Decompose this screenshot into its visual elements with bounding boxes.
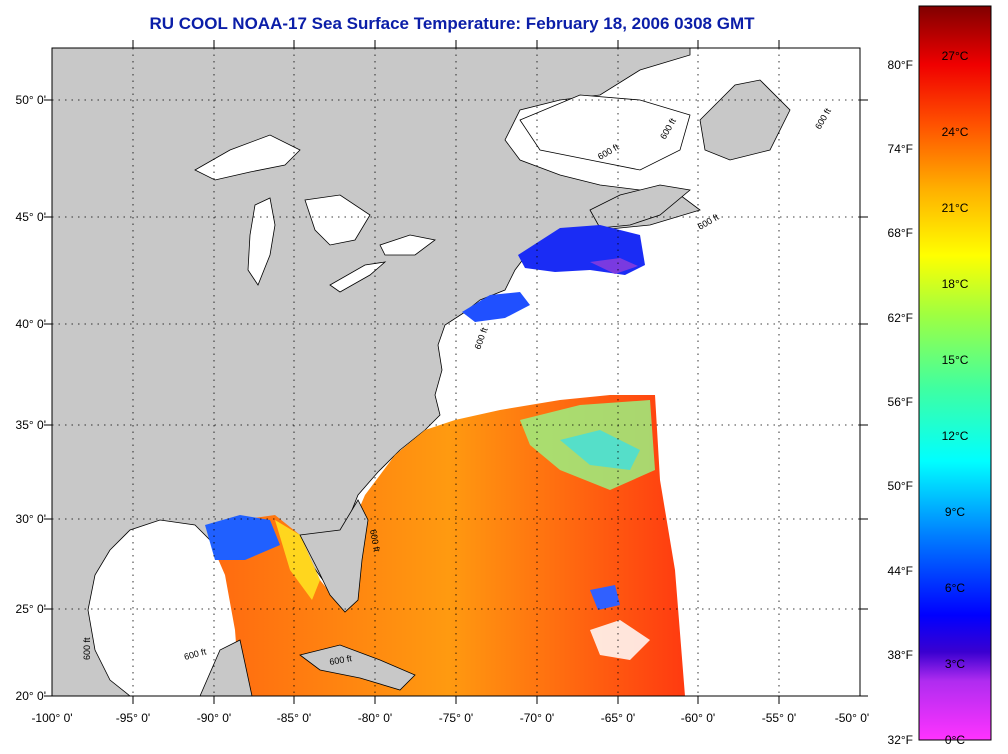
lon-label: -75° 0' xyxy=(439,711,473,725)
contour-label: 600 ft xyxy=(368,529,382,553)
lat-label: 30° 0' xyxy=(16,512,46,526)
latitude-labels: 20° 0' 25° 0' 30° 0' 35° 0' 40° 0' 45° 0… xyxy=(16,93,46,703)
lon-label: -60° 0' xyxy=(681,711,715,725)
lat-label: 45° 0' xyxy=(16,210,46,224)
colorbar-c-label: 12°C xyxy=(942,429,969,443)
colorbar-f-label: 56°F xyxy=(888,395,913,409)
lon-label: -65° 0' xyxy=(601,711,635,725)
lon-label: -100° 0' xyxy=(31,711,72,725)
contour-label: 600 ft xyxy=(329,653,353,667)
sst-cool-patch-4 xyxy=(275,520,320,600)
sst-mid-atlantic-shelf xyxy=(462,292,530,322)
colorbar-c-label: 3°C xyxy=(945,657,965,671)
map-title: RU COOL NOAA-17 Sea Surface Temperature:… xyxy=(149,14,755,33)
colorbar-f-label: 62°F xyxy=(888,311,913,325)
lon-label: -85° 0' xyxy=(277,711,311,725)
lon-label: -70° 0' xyxy=(520,711,554,725)
colorbar-fahrenheit-labels: 80°F 74°F 68°F 62°F 56°F 50°F 44°F 38°F … xyxy=(888,58,913,747)
gulf-of-st-lawrence xyxy=(519,94,691,171)
lon-label: -95° 0' xyxy=(116,711,150,725)
lake-huron xyxy=(304,194,371,246)
colorbar-f-label: 68°F xyxy=(888,226,913,240)
colorbar-c-label: 9°C xyxy=(945,505,965,519)
colorbar-c-label: 24°C xyxy=(942,125,969,139)
lat-label: 40° 0' xyxy=(16,317,46,331)
lat-label: 20° 0' xyxy=(16,689,46,703)
contour-label: 600 ft xyxy=(82,637,92,660)
lon-label: -50° 0' xyxy=(835,711,869,725)
sst-gulf-of-maine-purple xyxy=(590,258,638,274)
colorbar-f-label: 80°F xyxy=(888,58,913,72)
graticule xyxy=(44,40,868,704)
sst-cool-patch-3 xyxy=(205,515,280,560)
colorbar-c-label: 21°C xyxy=(942,201,969,215)
lat-label: 50° 0' xyxy=(16,93,46,107)
colorbar-f-label: 38°F xyxy=(888,648,913,662)
colorbar-c-label: 27°C xyxy=(942,49,969,63)
colorbar-c-label: 18°C xyxy=(942,277,969,291)
longitude-labels: -100° 0' -95° 0' -90° 0' -85° 0' -80° 0'… xyxy=(31,711,869,725)
colorbar-f-label: 44°F xyxy=(888,564,913,578)
lake-superior xyxy=(194,134,301,181)
colorbar-f-label: 32°F xyxy=(888,733,913,747)
lake-erie xyxy=(329,261,387,293)
lake-ontario xyxy=(379,234,436,256)
sst-cool-patch-5 xyxy=(590,585,620,610)
cuba-land xyxy=(299,644,416,691)
sst-cloud-white-1 xyxy=(590,620,650,660)
colorbar-f-label: 50°F xyxy=(888,479,913,493)
colorbar-c-label: 15°C xyxy=(942,353,969,367)
colorbar-celsius-labels: 27°C 24°C 21°C 18°C 15°C 12°C 9°C 6°C 3°… xyxy=(942,49,969,747)
colorbar xyxy=(918,5,992,741)
florida-land xyxy=(299,499,369,613)
lat-label: 25° 0' xyxy=(16,602,46,616)
lat-label: 35° 0' xyxy=(16,418,46,432)
lake-michigan xyxy=(247,197,276,286)
colorbar-c-label: 6°C xyxy=(945,581,965,595)
lon-label: -80° 0' xyxy=(358,711,392,725)
colorbar-f-label: 74°F xyxy=(888,142,913,156)
lon-label: -90° 0' xyxy=(197,711,231,725)
colorbar-c-label: 0°C xyxy=(945,733,965,747)
sst-cool-patch-2 xyxy=(560,430,640,470)
lon-label: -55° 0' xyxy=(762,711,796,725)
yucatan-land xyxy=(199,639,253,696)
